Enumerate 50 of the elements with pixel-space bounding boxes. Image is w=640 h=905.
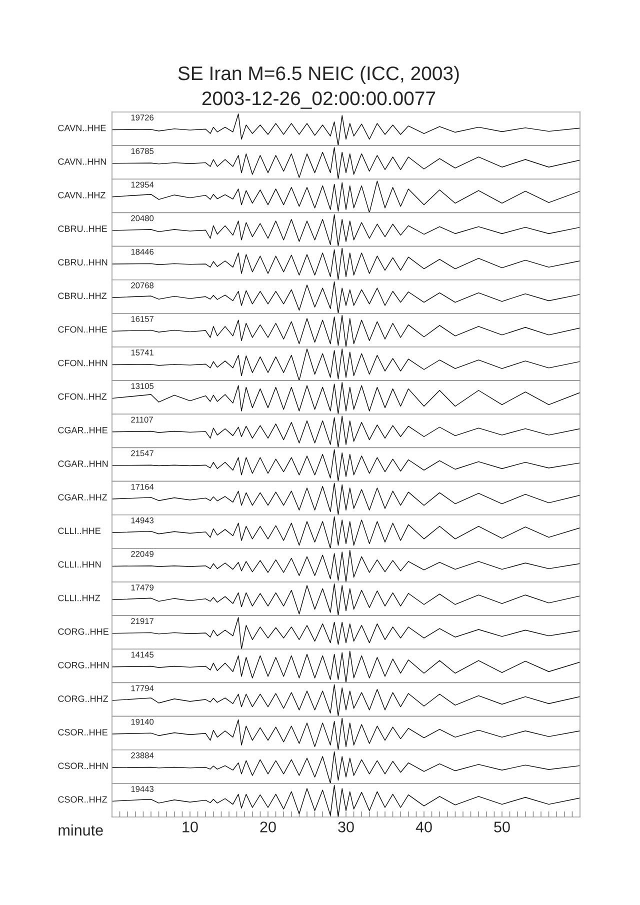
annotation: 16785 (131, 148, 154, 154)
annotation: 12954 (131, 182, 154, 188)
x-tick-label: 40 (416, 822, 432, 832)
y-axis-title: CORG..HHE (58, 628, 108, 635)
annotation: 22049 (131, 551, 154, 557)
annotation: 17794 (131, 685, 154, 692)
y-axis-title: CLLI..HHE (58, 528, 100, 534)
annotation: 16157 (131, 316, 154, 322)
chart-subtitle: 2003-12-26_02:00:00.0077 (202, 91, 436, 109)
y-axis-title: CGAR..HHE (58, 426, 108, 434)
chart-title: SE Iran M=6.5 NEIC (ICC, 2003) (178, 66, 459, 84)
annotation: 14943 (131, 517, 154, 524)
annotation: 13105 (131, 383, 154, 390)
annotation: 14145 (131, 652, 154, 658)
y-axis-title: CBRU..HHZ (58, 292, 107, 300)
annotation: 19726 (131, 114, 154, 120)
x-tick-label: 20 (260, 822, 276, 832)
x-axis-title: minute (58, 824, 103, 836)
y-axis-title: CGAR..HHZ (58, 494, 108, 500)
annotation: 20768 (131, 282, 154, 288)
x-tick-label: 30 (338, 822, 354, 832)
annotation: 15741 (131, 350, 154, 356)
x-tick-label: 10 (182, 822, 198, 832)
y-axis-title: CLLI..HHN (58, 561, 101, 568)
annotation: 19140 (131, 718, 154, 725)
y-axis-title: CORG..HHZ (58, 696, 108, 702)
y-axis-title: CAVN..HHE (58, 124, 106, 132)
y-axis-title: CGAR..HHN (58, 460, 108, 467)
annotation: 21917 (131, 618, 154, 624)
x-tick-label: 50 (494, 822, 510, 832)
y-axis-title: CAVN..HHN (58, 158, 106, 165)
annotation: 21547 (131, 450, 154, 456)
y-axis-title: CBRU..HHN (58, 259, 108, 266)
y-axis-title: CSOR..HHN (58, 762, 108, 770)
y-axis-title: CAVN..HHZ (58, 192, 106, 198)
annotation: 20480 (131, 215, 154, 222)
annotation: 19443 (131, 786, 154, 792)
annotation: 23884 (131, 752, 154, 758)
y-axis-title: CFON..HHE (58, 326, 107, 333)
y-axis-title: CSOR..HHE (58, 729, 108, 736)
annotation: 17479 (131, 584, 154, 590)
y-axis-title: CFON..HHZ (58, 393, 107, 400)
y-axis-title: CORG..HHN (58, 662, 109, 668)
annotation: 18446 (131, 248, 154, 255)
y-axis-title: CLLI..HHZ (58, 594, 100, 602)
annotation: 17164 (131, 484, 154, 490)
y-axis-title: CSOR..HHZ (58, 796, 108, 803)
y-axis-title: CBRU..HHE (58, 226, 107, 232)
annotation: 21107 (131, 416, 153, 423)
y-axis-title: CFON..HHN (58, 360, 108, 366)
